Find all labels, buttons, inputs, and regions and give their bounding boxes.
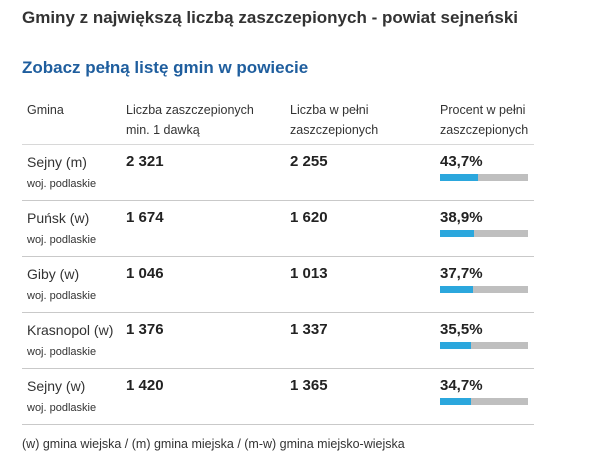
dose1-count: 1 046 — [126, 265, 164, 282]
header-percent-line1: Procent w pełni — [440, 103, 526, 117]
header-dose1-line1: Liczba zaszczepionych — [126, 103, 254, 117]
header-percent-line2: zaszczepionych — [440, 123, 529, 137]
table-top-divider — [22, 144, 534, 145]
header-dose1-line2: min. 1 dawką — [126, 123, 200, 137]
full-percent: 37,7% — [440, 265, 483, 282]
gmina-name: Puńsk (w) — [27, 210, 90, 226]
percent-bar — [440, 342, 528, 349]
gmina-region: woj. podlaskie — [27, 290, 97, 302]
gmina-region: woj. podlaskie — [27, 402, 97, 414]
dose1-count: 1 674 — [126, 209, 164, 226]
widget-title: Gminy z największą liczbą zaszczepionych… — [22, 8, 518, 27]
dose1-count: 1 420 — [126, 377, 164, 394]
full-count: 1 365 — [290, 377, 328, 394]
header-full-line2: zaszczepionych — [290, 123, 379, 137]
gmina-region: woj. podlaskie — [27, 234, 97, 246]
full-percent: 35,5% — [440, 321, 483, 338]
header-full: Liczba w pełni zaszczepionych — [290, 100, 420, 140]
full-count: 1 013 — [290, 265, 328, 282]
percent-bar-fill — [440, 174, 479, 181]
header-percent: Procent w pełni zaszczepionych — [440, 100, 570, 140]
dose1-count: 2 321 — [126, 153, 164, 170]
gmina-name: Krasnopol (w) — [27, 322, 114, 338]
legend-footnote: (w) gmina wiejska / (m) gmina miejska / … — [22, 437, 405, 451]
gmina-region: woj. podlaskie — [27, 346, 97, 358]
gmina-name: Giby (w) — [27, 266, 80, 282]
header-full-line1: Liczba w pełni — [290, 103, 369, 117]
gmina-name: Sejny (m) — [27, 154, 87, 170]
percent-bar — [440, 286, 528, 293]
percent-bar-fill — [440, 230, 475, 237]
gmina-name: Sejny (w) — [27, 378, 86, 394]
header-dose1: Liczba zaszczepionych min. 1 dawką — [126, 100, 276, 140]
percent-bar — [440, 398, 528, 405]
full-percent: 34,7% — [440, 377, 483, 394]
full-count: 1 337 — [290, 321, 328, 338]
full-count: 2 255 — [290, 153, 328, 170]
dose1-count: 1 376 — [126, 321, 164, 338]
full-percent: 38,9% — [440, 209, 483, 226]
full-count: 1 620 — [290, 209, 328, 226]
table-row: Giby (w) woj. podlaskie 1 046 1 013 37,7… — [22, 257, 534, 313]
table-row: Krasnopol (w) woj. podlaskie 1 376 1 337… — [22, 313, 534, 369]
gmina-region: woj. podlaskie — [27, 178, 97, 190]
full-percent: 43,7% — [440, 153, 483, 170]
percent-bar — [440, 174, 528, 181]
percent-bar-fill — [440, 286, 474, 293]
percent-bar — [440, 230, 528, 237]
percent-bar-fill — [440, 342, 472, 349]
percent-bar-fill — [440, 398, 471, 405]
table-row: Sejny (m) woj. podlaskie 2 321 2 255 43,… — [22, 145, 534, 201]
full-list-link[interactable]: Zobacz pełną listę gmin w powiecie — [22, 58, 309, 77]
table-row: Puńsk (w) woj. podlaskie 1 674 1 620 38,… — [22, 201, 534, 257]
header-gmina: Gmina — [27, 103, 64, 117]
table-row: Sejny (w) woj. podlaskie 1 420 1 365 34,… — [22, 369, 534, 425]
